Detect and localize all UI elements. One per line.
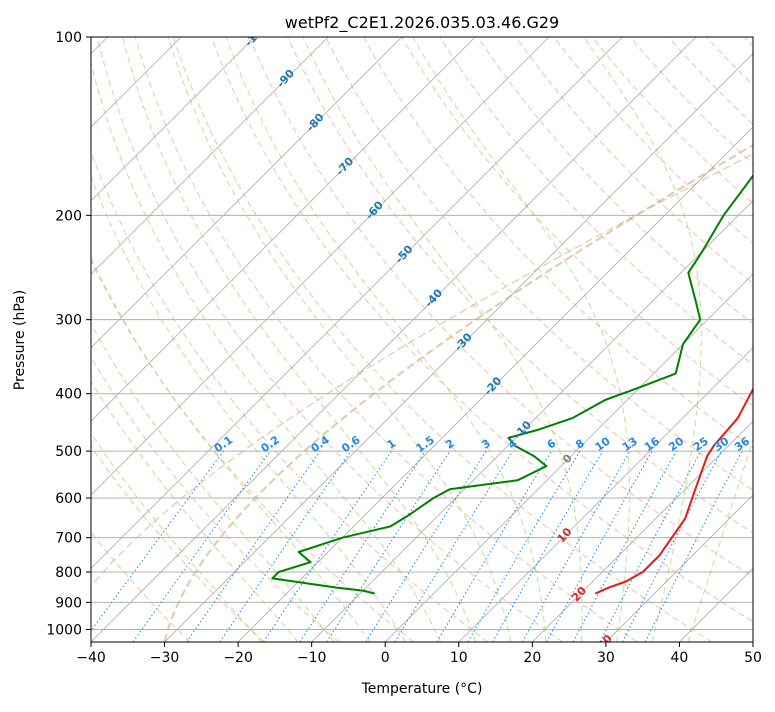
y-tick-label: 200 (55, 208, 82, 224)
y-tick-label: 1000 (46, 622, 82, 638)
y-tick-label: 300 (55, 313, 82, 329)
y-tick-label: 600 (55, 491, 82, 507)
y-tick-label: 400 (55, 387, 82, 403)
x-tick-label: −10 (297, 650, 327, 666)
x-tick-label: −40 (76, 650, 106, 666)
y-tick-label: 900 (55, 595, 82, 611)
x-tick-label: 50 (744, 650, 762, 666)
x-tick-label: 30 (597, 650, 615, 666)
y-tick-label: 100 (55, 30, 82, 46)
y-tick-label: 800 (55, 565, 82, 581)
x-axis-label: Temperature (°C) (361, 681, 483, 697)
chart-title: wetPf2_C2E1.2026.035.03.46.G29 (285, 13, 559, 33)
x-tick-label: −20 (223, 650, 253, 666)
x-tick-label: 40 (671, 650, 689, 666)
y-axis-label: Pressure (hPa) (12, 290, 28, 390)
x-tick-label: 10 (450, 650, 468, 666)
x-tick-label: 20 (523, 650, 541, 666)
y-tick-label: 500 (55, 444, 82, 460)
y-tick-label: 700 (55, 531, 82, 547)
x-tick-label: 0 (381, 650, 390, 666)
x-tick-label: −30 (150, 650, 180, 666)
